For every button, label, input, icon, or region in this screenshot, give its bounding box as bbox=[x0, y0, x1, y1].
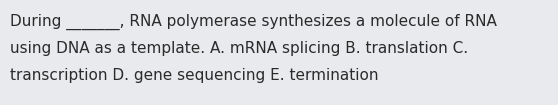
Text: transcription D. gene sequencing E. termination: transcription D. gene sequencing E. term… bbox=[10, 68, 378, 83]
Text: using DNA as a template. A. mRNA splicing B. translation C.: using DNA as a template. A. mRNA splicin… bbox=[10, 41, 468, 56]
Text: During _______, RNA polymerase synthesizes a molecule of RNA: During _______, RNA polymerase synthesiz… bbox=[10, 14, 497, 30]
